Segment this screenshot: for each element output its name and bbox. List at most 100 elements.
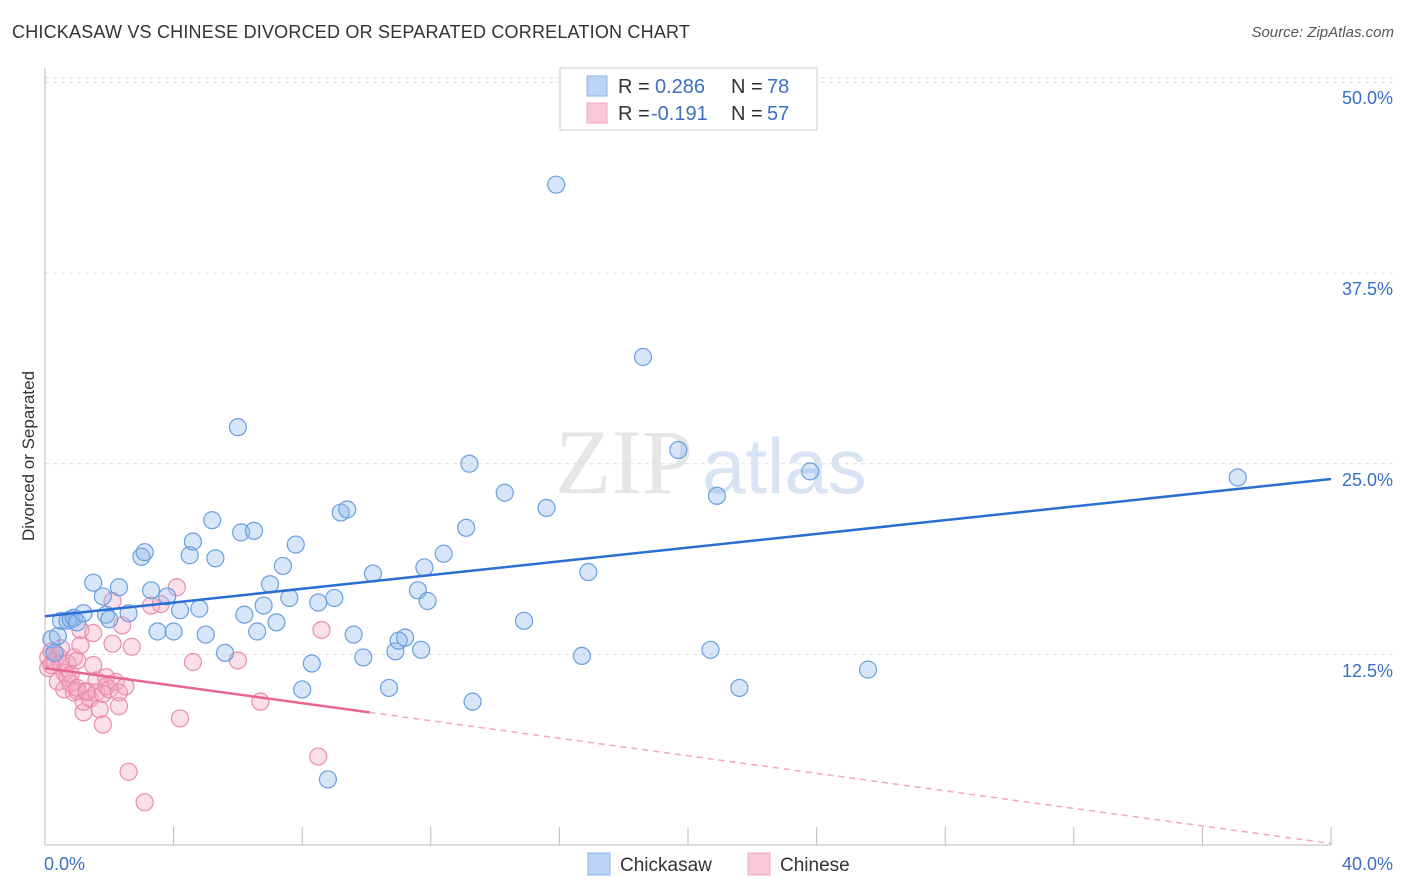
chickasaw-point-27 [206,549,225,568]
y-tick-label-37-5: 37.5% [1342,279,1393,299]
chickasaw-point-70 [701,640,720,659]
chickasaw-point-43 [318,770,338,789]
chickasaw-point-2 [48,626,67,646]
chickasaw-point-9 [84,573,103,592]
chickasaw-point-18 [148,622,167,641]
chickasaw-point-50 [379,678,399,698]
chickasaw-point-57 [418,591,437,611]
chickasaw-point-75 [1228,468,1247,487]
chickasaw-point-28 [215,643,235,662]
x-tick-label-max: 40.0% [1342,854,1393,874]
bottom-legend-label-chickasaw: Chickasaw [620,855,712,876]
chickasaw-point-61 [463,692,482,711]
chinese-point-51 [170,709,190,728]
chickasaw-point-53 [395,628,415,647]
chickasaw-point-68 [633,347,653,367]
chickasaw-point-34 [254,596,273,615]
chickasaw-point-41 [302,654,321,673]
legend-n-value-chickasaw: 78 [767,76,789,98]
chinese-point-46 [122,637,141,656]
gridlines [45,77,1393,655]
legend-n-label-chickasaw: N = [731,76,763,98]
chinese-point-56 [312,620,331,640]
trend-line-chickasaw [44,477,1332,618]
chickasaw-point-26 [203,511,222,530]
chickasaw-point-60 [460,454,479,473]
legend-swatch-chinese [586,102,608,124]
chinese-point-52 [183,652,202,672]
chickasaw-point-37 [273,556,293,576]
chickasaw-point-47 [344,625,363,644]
legend-n-value-chinese: 57 [767,103,789,125]
chickasaw-point-42 [309,593,328,612]
y-tick-label-12-5: 12.5% [1342,661,1393,681]
chickasaw-point-66 [572,646,592,666]
bottom-legend-swatch-chinese [747,852,771,876]
chickasaw-point-55 [412,640,431,659]
chickasaw-point-17 [141,581,161,600]
y-axis-label: Divorced or Separated [19,371,38,541]
watermark-atlas: atlas [702,422,867,510]
y-tick-label-25: 25.0% [1342,470,1393,490]
chickasaw-point-59 [457,518,476,537]
chickasaw-point-58 [434,544,453,563]
chickasaw-point-46 [338,500,357,519]
chickasaw-point-62 [495,483,514,502]
chickasaw-point-24 [190,599,209,618]
chickasaw-point-23 [183,532,202,551]
chickasaw-point-65 [547,175,566,194]
chinese-point-29 [84,655,103,675]
chickasaw-point-48 [354,648,373,667]
bottom-legend-label-chinese: Chinese [780,855,850,876]
chickasaw-point-35 [260,575,280,594]
chickasaw-point-73 [801,462,820,481]
chickasaw-point-72 [730,678,749,698]
chickasaw-point-69 [669,440,688,460]
legend-swatch-chickasaw [586,75,608,97]
chickasaw-point-31 [235,605,254,624]
chinese-point-33 [93,715,112,734]
trend-line-chinese-dashed [369,711,1332,845]
chinese-point-21 [71,636,90,655]
chinese-point-45 [119,762,138,781]
bottom-legend-swatch-chickasaw [587,852,611,876]
chinese-point-47 [135,793,154,812]
chinese-point-38 [103,634,122,653]
chinese-point-18 [68,651,87,670]
legend-r-label-chickasaw: R = [618,76,650,98]
chickasaw-point-33 [248,622,267,641]
chickasaw-point-22 [180,546,199,565]
chickasaw-point-64 [537,498,556,518]
chickasaw-point-16 [135,543,154,562]
legend-n-label-chinese: N = [731,103,763,125]
chickasaw-point-67 [579,562,598,582]
chickasaw-point-1 [45,643,64,662]
watermark-zip: ZIP [555,411,693,513]
chickasaw-point-39 [286,535,305,554]
series-chickasaw-points [42,175,1247,789]
trend-lines [44,477,1332,845]
legend-r-label-chinese: R = [618,103,650,125]
bottom-legend: Chickasaw Chinese [587,852,850,876]
chinese-point-28 [84,623,103,643]
chickasaw-point-51 [386,642,405,661]
chinese-point-55 [309,747,328,766]
x-tick-label-min: 0.0% [44,854,85,874]
legend: R = 0.286 N = 78 R = -0.191 N = 57 [559,67,818,131]
y-tick-label-50: 50.0% [1342,88,1393,108]
legend-r-value-chickasaw: 0.286 [655,76,705,98]
legend-r-value-chinese: -0.191 [651,103,708,125]
chickasaw-point-56 [415,558,434,577]
chinese-point-42 [109,697,129,716]
chickasaw-point-13 [109,578,129,597]
chickasaw-point-71 [707,486,727,505]
chinese-point-32 [90,700,109,719]
chickasaw-point-63 [514,611,534,630]
trend-line-chinese-solid [44,666,370,714]
chickasaw-point-19 [158,587,177,606]
chickasaw-point-74 [858,660,878,679]
x-ticks [44,827,1332,845]
chickasaw-point-21 [170,601,190,620]
chickasaw-point-32 [244,521,264,540]
